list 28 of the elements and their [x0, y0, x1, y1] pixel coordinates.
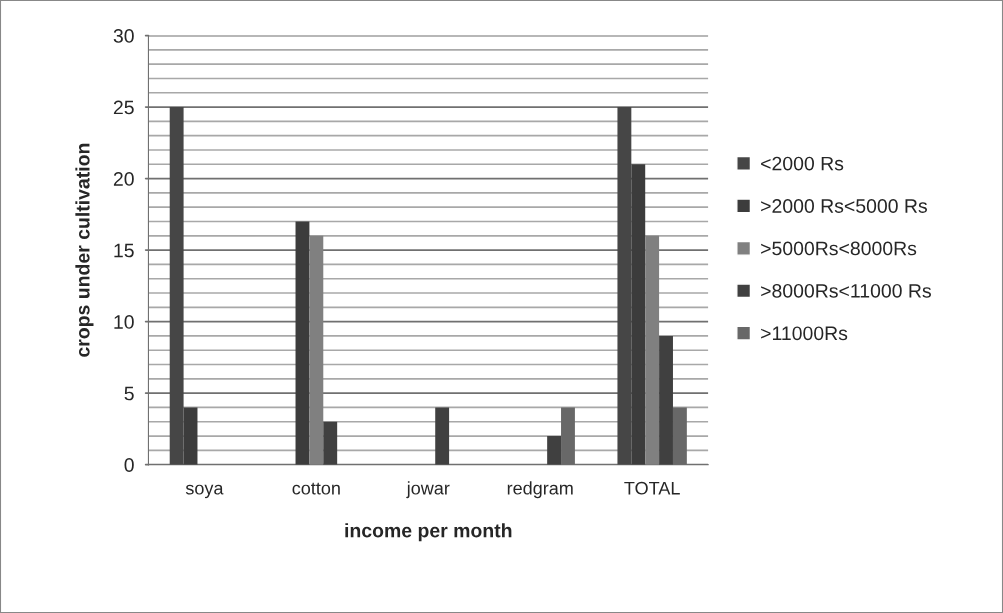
y-tick-label: 10	[114, 315, 134, 329]
y-tick-label: 5	[124, 386, 134, 401]
bar	[547, 436, 562, 465]
legend-label: >2000 Rs<5000 Rs	[761, 199, 927, 213]
legend-label: >11000Rs	[761, 326, 848, 341]
x-tick-label: jowar	[406, 481, 450, 499]
y-tick-label: 25	[113, 100, 134, 115]
bar	[323, 421, 338, 465]
bar	[672, 407, 687, 465]
x-tick-label: cotton	[292, 482, 340, 495]
y-tick-label: 30	[113, 29, 134, 43]
legend-label: <2000 Rs	[761, 156, 844, 171]
bar	[295, 221, 310, 465]
x-tick-label: TOTAL	[624, 481, 680, 495]
legend-label: >5000Rs<8000Rs	[761, 241, 917, 256]
bar	[561, 407, 575, 465]
bar	[309, 235, 324, 465]
x-tick-label: redgram	[507, 481, 573, 499]
x-axis-title: income per month	[345, 523, 512, 542]
legend-label: >8000Rs<11000 Rs	[761, 283, 931, 298]
bar	[435, 407, 450, 465]
bar	[659, 335, 673, 465]
y-tick-label: 15	[114, 243, 134, 258]
y-tick-label: 0	[124, 458, 134, 472]
y-tick-label: 20	[113, 172, 134, 186]
bar	[645, 235, 660, 465]
x-tick-label: soya	[185, 484, 224, 499]
y-axis-title: crops under cultivation	[75, 143, 94, 357]
